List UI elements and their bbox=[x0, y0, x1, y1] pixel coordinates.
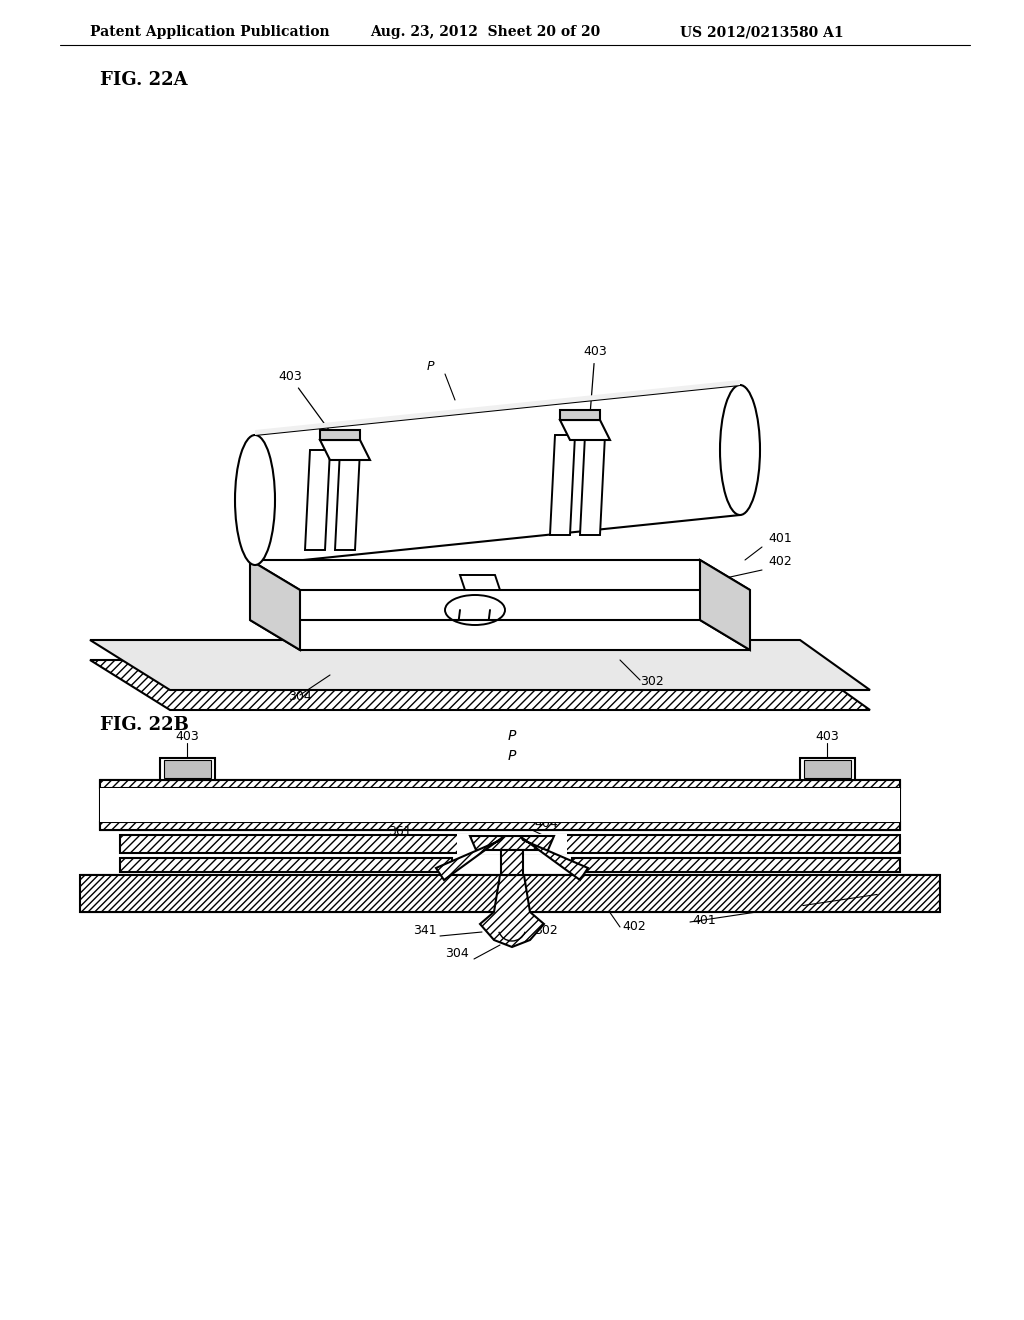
FancyBboxPatch shape bbox=[804, 760, 851, 777]
Polygon shape bbox=[470, 836, 554, 850]
FancyBboxPatch shape bbox=[100, 788, 900, 822]
FancyBboxPatch shape bbox=[800, 758, 855, 780]
Polygon shape bbox=[250, 560, 750, 590]
FancyBboxPatch shape bbox=[160, 758, 215, 780]
Polygon shape bbox=[100, 822, 900, 830]
Text: P: P bbox=[508, 729, 516, 743]
Polygon shape bbox=[580, 436, 605, 535]
Text: 403: 403 bbox=[279, 370, 338, 442]
Text: 302: 302 bbox=[534, 924, 558, 937]
Polygon shape bbox=[700, 560, 750, 649]
FancyBboxPatch shape bbox=[164, 760, 211, 777]
Ellipse shape bbox=[720, 385, 760, 515]
Text: 304: 304 bbox=[288, 690, 312, 704]
Polygon shape bbox=[521, 837, 588, 880]
Text: P: P bbox=[508, 748, 516, 763]
Text: FIG. 22B: FIG. 22B bbox=[100, 715, 188, 734]
Text: 302: 302 bbox=[640, 675, 664, 688]
Text: 403: 403 bbox=[815, 730, 839, 743]
Polygon shape bbox=[335, 450, 360, 550]
Polygon shape bbox=[480, 875, 544, 946]
Polygon shape bbox=[501, 850, 523, 875]
Polygon shape bbox=[560, 420, 610, 440]
Polygon shape bbox=[120, 858, 452, 873]
Text: FIG. 22A: FIG. 22A bbox=[100, 71, 187, 88]
Polygon shape bbox=[250, 620, 750, 649]
Polygon shape bbox=[250, 560, 300, 649]
Text: 341: 341 bbox=[414, 924, 437, 937]
Polygon shape bbox=[319, 440, 370, 459]
Polygon shape bbox=[90, 660, 870, 710]
Text: US 2012/0213580 A1: US 2012/0213580 A1 bbox=[680, 25, 844, 40]
Polygon shape bbox=[560, 411, 600, 420]
Text: 361: 361 bbox=[388, 825, 412, 838]
Polygon shape bbox=[120, 836, 900, 853]
Text: 401: 401 bbox=[692, 913, 716, 927]
Polygon shape bbox=[319, 430, 360, 440]
Ellipse shape bbox=[234, 436, 275, 565]
Text: 403: 403 bbox=[583, 345, 607, 412]
Text: 401: 401 bbox=[768, 532, 792, 545]
Text: P: P bbox=[426, 360, 434, 374]
Text: 402: 402 bbox=[622, 920, 646, 933]
Text: 404: 404 bbox=[534, 817, 558, 830]
Polygon shape bbox=[305, 450, 330, 550]
Polygon shape bbox=[80, 875, 940, 912]
Text: 403: 403 bbox=[175, 730, 199, 743]
Polygon shape bbox=[460, 576, 500, 590]
Text: Patent Application Publication: Patent Application Publication bbox=[90, 25, 330, 40]
Polygon shape bbox=[255, 380, 740, 436]
Polygon shape bbox=[90, 640, 870, 690]
Polygon shape bbox=[436, 837, 503, 880]
Text: Aug. 23, 2012  Sheet 20 of 20: Aug. 23, 2012 Sheet 20 of 20 bbox=[370, 25, 600, 40]
Text: 304: 304 bbox=[445, 946, 469, 960]
Polygon shape bbox=[572, 858, 900, 873]
Text: 402: 402 bbox=[768, 554, 792, 568]
Polygon shape bbox=[100, 780, 900, 788]
Polygon shape bbox=[550, 436, 575, 535]
FancyBboxPatch shape bbox=[457, 834, 567, 854]
